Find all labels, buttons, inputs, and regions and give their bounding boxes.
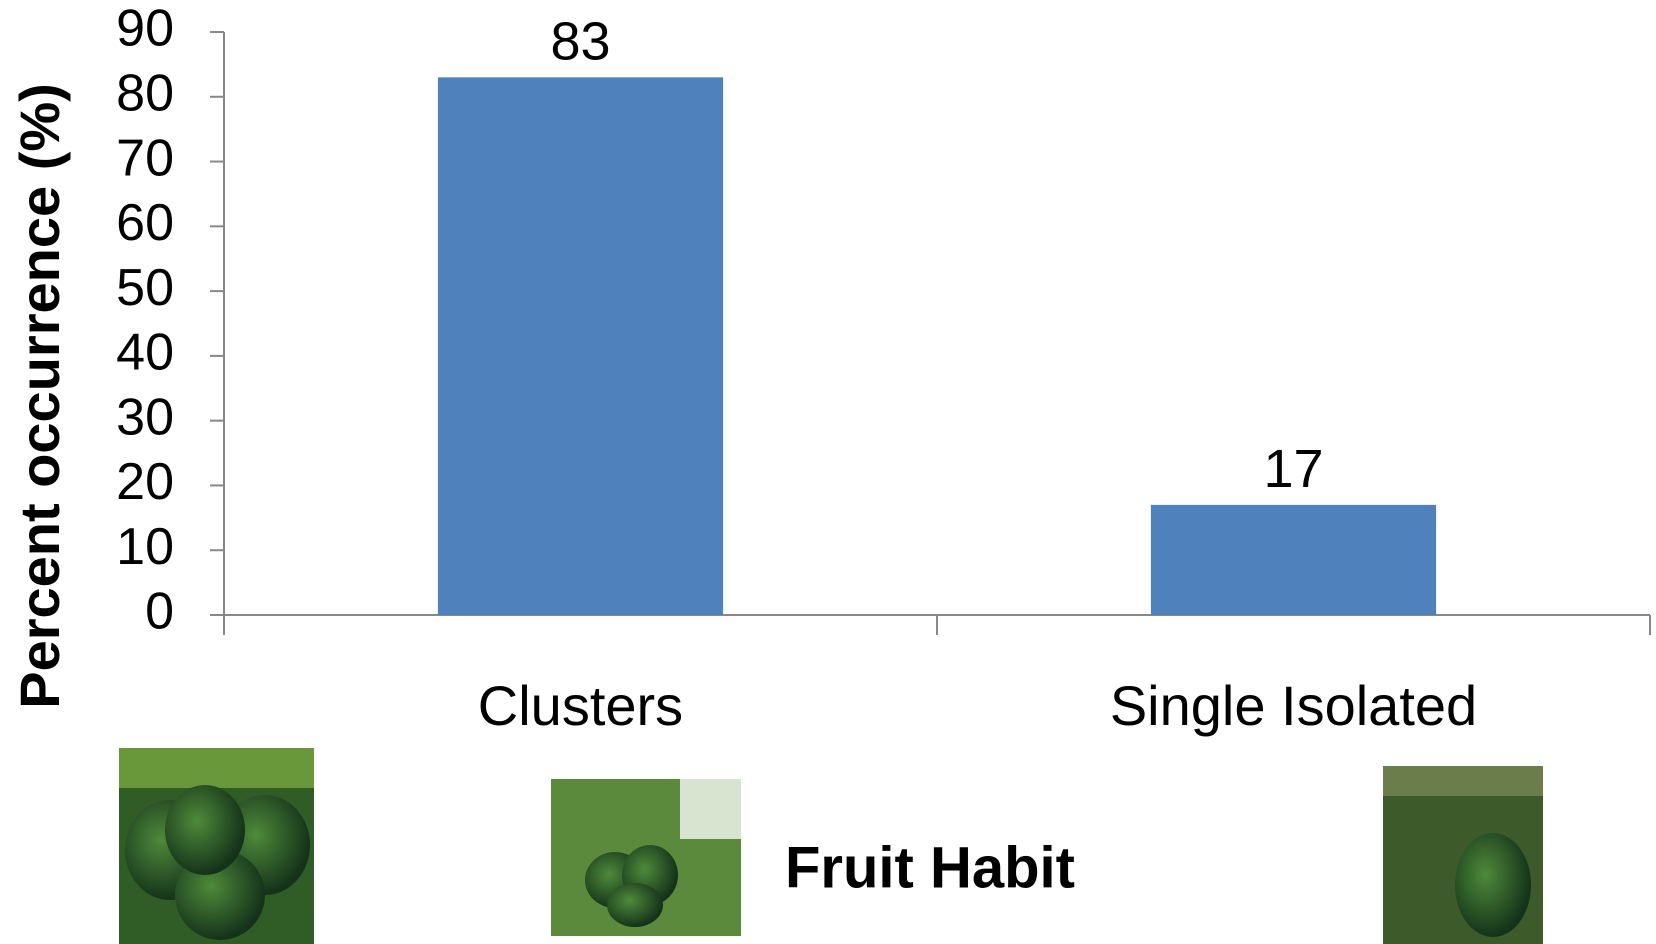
y-tick-label: 90 bbox=[116, 0, 174, 58]
value-label: 17 bbox=[1263, 439, 1323, 499]
y-tick-label: 0 bbox=[145, 583, 174, 641]
y-tick-label: 60 bbox=[116, 194, 174, 252]
bar bbox=[1150, 504, 1437, 615]
x-tick-label: Clusters bbox=[478, 674, 683, 737]
photo-clusters bbox=[119, 748, 314, 944]
x-axis-title: Fruit Habit bbox=[785, 835, 1075, 900]
y-tick-label: 20 bbox=[116, 453, 174, 511]
y-axis-title: Percent occurrence (%) bbox=[8, 83, 71, 709]
bar bbox=[437, 77, 724, 616]
y-tick-label: 30 bbox=[116, 388, 174, 446]
y-tick-label: 50 bbox=[116, 259, 174, 317]
y-tick-label: 70 bbox=[116, 129, 174, 187]
photo-single bbox=[1383, 766, 1543, 944]
photo-fruit bbox=[551, 779, 741, 936]
y-tick-label: 40 bbox=[116, 324, 174, 382]
x-tick-label: Single Isolated bbox=[1110, 674, 1477, 737]
y-tick-label: 10 bbox=[116, 518, 174, 576]
value-label: 83 bbox=[550, 11, 610, 71]
y-tick-label: 80 bbox=[116, 65, 174, 123]
